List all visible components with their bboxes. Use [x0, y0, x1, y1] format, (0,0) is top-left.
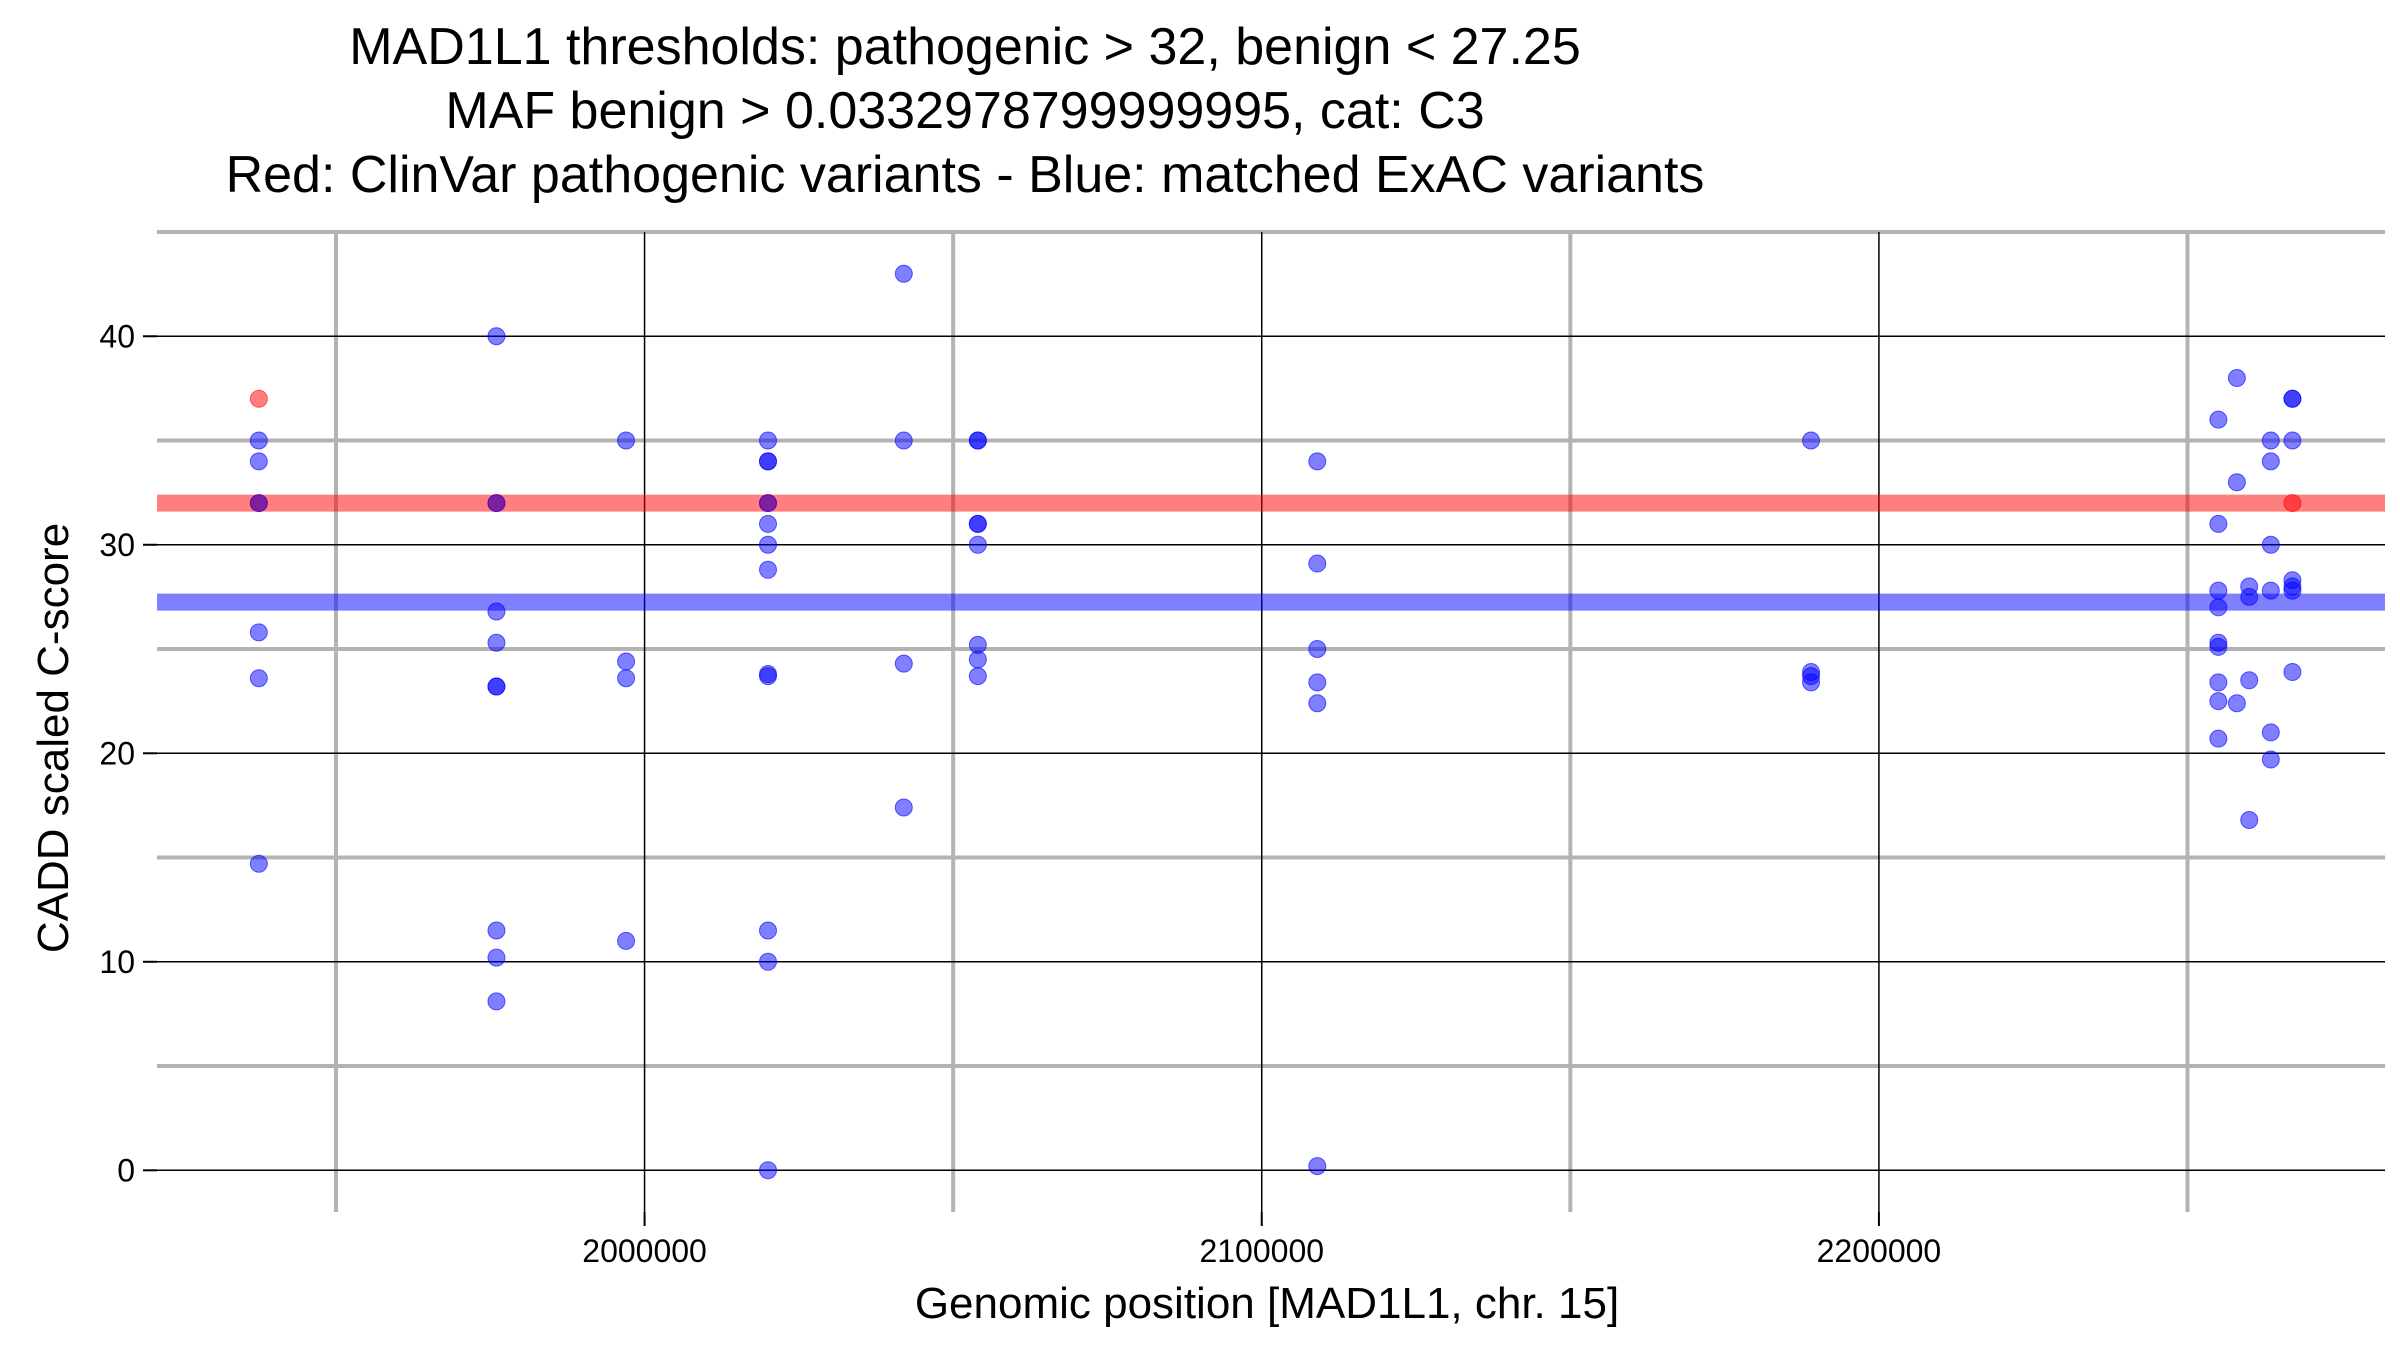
exac-variant-point	[2209, 514, 2228, 533]
exac-variant-point	[2209, 673, 2228, 692]
x-tick-label: 2100000	[1199, 1233, 1324, 1269]
exac-variant-point	[2261, 535, 2280, 554]
exac-variant-point	[1802, 673, 1821, 692]
exac-variant-point	[487, 602, 506, 621]
exac-variant-point	[968, 514, 987, 533]
exac-variant-point	[2227, 473, 2246, 492]
exac-variant-point	[2209, 692, 2228, 711]
exac-variant-point	[1308, 452, 1327, 471]
exac-variant-point	[894, 654, 913, 673]
y-tick-label: 20	[99, 735, 135, 771]
exac-variant-point	[1308, 554, 1327, 573]
exac-variant-point	[894, 264, 913, 283]
exac-variant-point	[617, 652, 636, 671]
y-axis-title: CADD scaled C-score	[29, 523, 78, 953]
exac-variant-point	[1308, 1157, 1327, 1176]
exac-variant-point	[2209, 581, 2228, 600]
exac-variant-point	[487, 921, 506, 940]
exac-variant-point	[487, 327, 506, 346]
exac-variant-point	[2261, 452, 2280, 471]
chart-title-line-2: MAF benign > 0.0332978799999995, cat: C3	[445, 82, 1484, 140]
chart-title-line-3: Red: ClinVar pathogenic variants - Blue:…	[226, 146, 1705, 204]
pathogenic-variant-point	[249, 389, 268, 408]
y-tick-label: 40	[99, 318, 135, 354]
exac-variant-point	[2209, 637, 2228, 656]
exac-variant-point	[2261, 581, 2280, 600]
x-axis-title: Genomic position [MAD1L1, chr. 15]	[915, 1279, 1619, 1328]
exac-variant-point	[968, 667, 987, 686]
exac-variant-point	[759, 560, 778, 579]
exac-variant-point	[759, 952, 778, 971]
exac-variant-point	[249, 494, 268, 513]
exac-variant-point	[249, 669, 268, 688]
exac-variant-point	[1802, 431, 1821, 450]
exac-variant-point	[2283, 581, 2302, 600]
exac-variant-point	[759, 1161, 778, 1180]
exac-variant-point	[617, 431, 636, 450]
exac-variant-point	[968, 431, 987, 450]
exac-variant-point	[487, 494, 506, 513]
data-points	[249, 264, 2302, 1180]
exac-variant-point	[2283, 431, 2302, 450]
exac-variant-point	[968, 650, 987, 669]
exac-variant-point	[2240, 671, 2259, 690]
exac-variant-point	[1308, 673, 1327, 692]
exac-variant-point	[249, 623, 268, 642]
y-tick-label: 0	[117, 1152, 135, 1188]
exac-variant-point	[2261, 723, 2280, 742]
y-tick-label: 10	[99, 944, 135, 980]
exac-variant-point	[487, 633, 506, 652]
exac-variant-point	[2240, 587, 2259, 606]
exac-variant-point	[2261, 750, 2280, 769]
exac-variant-point	[249, 431, 268, 450]
exac-variant-point	[759, 452, 778, 471]
exac-variant-point	[2240, 811, 2259, 829]
exac-variant-point	[2283, 389, 2302, 408]
y-tick-label: 30	[99, 527, 135, 563]
exac-variant-point	[2209, 729, 2228, 748]
exac-variant-point	[1308, 640, 1327, 659]
exac-variant-point	[894, 431, 913, 450]
exac-variant-point	[2209, 598, 2228, 617]
x-tick-label: 2200000	[1817, 1233, 1942, 1269]
exac-variant-point	[759, 667, 778, 686]
exac-variant-point	[487, 677, 506, 696]
exac-variant-point	[2209, 410, 2228, 429]
threshold-lines	[157, 494, 2385, 611]
x-tick-label: 2000000	[582, 1233, 707, 1269]
pathogenic-variant-point	[2283, 494, 2302, 513]
exac-variant-point	[759, 494, 778, 513]
exac-variant-point	[249, 854, 268, 873]
exac-variant-point	[759, 921, 778, 940]
exac-variant-point	[487, 992, 506, 1011]
exac-variant-point	[759, 514, 778, 533]
exac-variant-point	[759, 431, 778, 450]
exac-variant-point	[2227, 368, 2246, 387]
exac-variant-point	[894, 798, 913, 817]
exac-variant-point	[759, 535, 778, 554]
exac-variant-point	[617, 669, 636, 688]
grid-lines	[157, 230, 2385, 1212]
exac-variant-point	[2283, 662, 2302, 681]
exac-variant-point	[968, 535, 987, 554]
axis-ticks: 0 10 20 30 40 2000000 2100000 2200000	[99, 318, 1941, 1269]
exac-variant-point	[2261, 431, 2280, 450]
exac-variant-point	[249, 452, 268, 471]
exac-variant-point	[487, 948, 506, 967]
exac-variant-point	[1308, 694, 1327, 713]
exac-variant-point	[2227, 694, 2246, 713]
exac-variant-point	[617, 931, 636, 950]
chart-title-line-1: MAD1L1 thresholds: pathogenic > 32, beni…	[349, 18, 1581, 76]
